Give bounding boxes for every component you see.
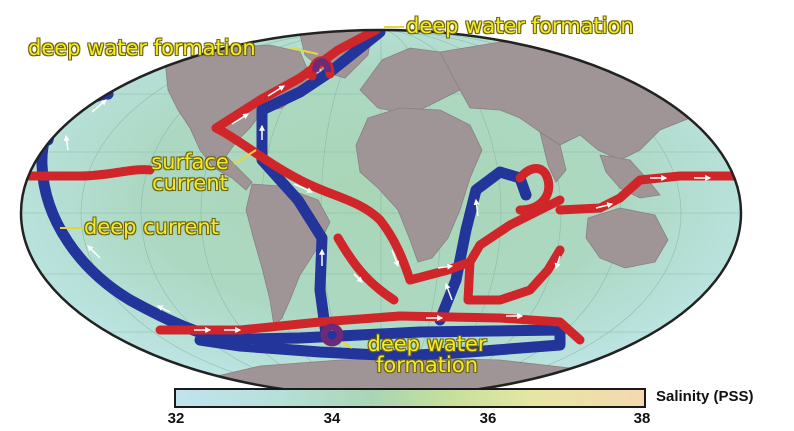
label-deep-water-formation-south-line1: deep water (367, 332, 487, 356)
label-surface-current-line2: current (152, 171, 228, 195)
label-deep-current: deep current (84, 215, 219, 239)
label-deep-water-formation-north-atlantic: deep water formation (28, 36, 256, 60)
surface-current-africa (405, 195, 565, 285)
surface-current-indonesia (555, 171, 741, 215)
label-surface-current: surface current (140, 152, 240, 194)
formation-loop-north (312, 58, 332, 73)
salinity-gradient (174, 388, 646, 408)
south-asia (539, 131, 567, 183)
deep-current-southern (194, 324, 566, 362)
formation-loops (312, 58, 344, 347)
surface-current-equatorial (21, 165, 155, 181)
label-surface-current-line1: surface (151, 150, 229, 174)
colorbar-title: Salinity (PSS) (656, 388, 754, 405)
australia (585, 207, 669, 269)
label-deep-water-formation-south: deep water formation (352, 334, 502, 376)
southeast-asia (599, 154, 661, 199)
colorbar-tick-36: 36 (479, 410, 497, 427)
colorbar-tick-32: 32 (167, 410, 185, 427)
colorbar-tick-34: 34 (323, 410, 341, 427)
salinity-colorbar (174, 388, 646, 408)
label-deep-water-formation-greenland: deep water formation (406, 14, 634, 38)
direction-arrows (63, 85, 712, 333)
callout-leaders (60, 26, 404, 349)
surface-current-gulf (211, 123, 415, 285)
surface-current-atlantic (211, 30, 381, 133)
surface-current-indian-loop (463, 245, 565, 305)
label-deep-water-formation-south-line2: formation (375, 353, 479, 377)
formation-loop-south (320, 323, 344, 347)
surface-current-south-atlantic (333, 233, 399, 305)
colorbar-tick-38: 38 (633, 410, 651, 427)
surface-current-east-asia (515, 164, 554, 215)
africa (355, 107, 483, 263)
